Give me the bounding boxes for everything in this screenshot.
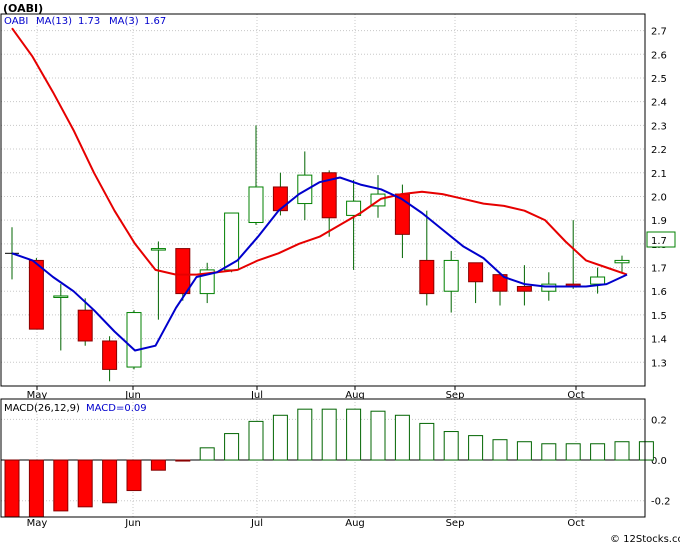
last-price-tag: 1.7 <box>646 231 676 248</box>
macd-x-tick-label: Jul <box>250 518 263 529</box>
macd-bar <box>614 441 630 461</box>
price-y-tick-label: 1.6 <box>651 287 667 298</box>
macd-legend-value: MACD=0.09 <box>86 403 147 414</box>
price-y-tick-label: 1.9 <box>651 216 667 227</box>
candle-body <box>321 172 337 219</box>
price-y-tick-label: 1.3 <box>651 358 667 369</box>
price-x-tick-label: Aug <box>345 390 365 401</box>
price-x-tick-label: Jul <box>250 390 263 401</box>
macd-bar <box>199 447 215 461</box>
macd-bar <box>248 420 264 461</box>
macd-x-tick-label: Aug <box>345 518 365 529</box>
candle-body <box>541 283 557 292</box>
legend-symbol: OABI <box>4 16 28 27</box>
macd-bar <box>53 459 69 512</box>
macd-bar <box>77 459 93 508</box>
price-x-tick-label: Sep <box>446 390 465 401</box>
macd-x-tick-label: Jun <box>124 518 141 529</box>
macd-bar <box>370 410 386 461</box>
macd-bar <box>224 433 240 461</box>
macd-y-tick-label: 0.0 <box>651 456 667 467</box>
candle-body <box>126 312 142 368</box>
price-y-tick-label: 2.3 <box>651 121 667 132</box>
price-y-tick-label: 2.1 <box>651 169 667 180</box>
macd-legend-label: MACD(26,12,9) <box>4 403 80 414</box>
ma3-line <box>11 176 628 352</box>
macd-bar <box>565 443 581 461</box>
candle-body <box>28 259 44 330</box>
macd-bar <box>4 459 20 518</box>
candle-body <box>175 248 191 295</box>
macd-panel: 0.2 0.0 -0.2 May Jun Jul Aug Sep Oct <box>0 398 671 529</box>
candle-body <box>590 276 606 285</box>
candle-body <box>53 295 69 298</box>
last-price-text: 1.7 <box>651 236 667 247</box>
candle-body <box>614 259 630 264</box>
candle-body <box>272 186 288 212</box>
macd-bar <box>28 459 44 518</box>
legend-ma3-label: MA(3) <box>109 16 139 27</box>
macd-bar <box>419 422 435 461</box>
price-y-tick-label: 2.6 <box>651 50 667 61</box>
price-y-tick-label: 2.0 <box>651 192 667 203</box>
macd-bar <box>468 435 484 461</box>
macd-bar <box>394 414 410 461</box>
price-y-tick-label: 2.5 <box>651 74 667 85</box>
macd-bar <box>516 441 532 461</box>
price-x-tick-label: Oct <box>567 390 584 401</box>
price-x-tick-label: Jun <box>124 390 141 401</box>
macd-legend: MACD(26,12,9) MACD=0.09 <box>4 403 147 414</box>
macd-bar <box>321 408 337 461</box>
candle-body <box>77 309 93 342</box>
price-y-tick-label: 2.2 <box>651 145 667 156</box>
candle-body <box>516 285 532 292</box>
macd-bar <box>638 441 654 461</box>
price-panel: 1.31.41.51.61.71.81.92.02.12.22.32.42.52… <box>0 13 667 401</box>
legend-ma3-value: 1.67 <box>144 16 166 27</box>
price-y-tick-label: 1.4 <box>651 335 667 346</box>
macd-x-tick-label: Oct <box>567 518 584 529</box>
candle-body <box>150 248 166 251</box>
candle-body <box>468 262 484 283</box>
chart-title: (OABI) <box>3 2 43 15</box>
candle-body <box>346 200 362 216</box>
macd-frame <box>0 398 646 518</box>
macd-bar <box>126 459 142 492</box>
price-y-tick-label: 1.5 <box>651 311 667 322</box>
ma13-line <box>11 27 628 276</box>
last-price-box <box>646 231 676 248</box>
macd-x-tick-label: May <box>27 518 48 529</box>
macd-bar <box>175 459 191 462</box>
candle-body <box>297 174 313 205</box>
macd-y-tick-label: -0.2 <box>651 497 671 508</box>
macd-bar <box>541 443 557 461</box>
legend-ma13-value: 1.73 <box>78 16 100 27</box>
candle-body <box>443 259 459 292</box>
price-y-tick-label: 1.7 <box>651 264 667 275</box>
macd-bar <box>102 459 118 504</box>
macd-bar <box>492 439 508 461</box>
macd-bar <box>590 443 606 461</box>
macd-y-tick-label: 0.2 <box>651 415 667 426</box>
price-y-tick-label: 2.7 <box>651 27 667 38</box>
macd-bar <box>272 414 288 461</box>
candle-body <box>248 186 264 224</box>
price-legend: OABI MA(13) 1.73 MA(3) 1.67 <box>4 16 166 27</box>
macd-bar <box>150 459 166 471</box>
candle-body <box>102 340 118 370</box>
macd-x-tick-label: Sep <box>446 518 465 529</box>
price-y-tick-label: 2.4 <box>651 98 667 109</box>
price-x-tick-label: May <box>27 390 48 401</box>
candle-body <box>419 259 435 295</box>
legend-ma13-label: MA(13) <box>36 16 72 27</box>
macd-bar <box>346 408 362 461</box>
price-frame <box>0 13 646 387</box>
macd-bar <box>443 431 459 461</box>
watermark: © 12Stocks.com <box>610 534 680 545</box>
macd-bar <box>297 408 313 461</box>
